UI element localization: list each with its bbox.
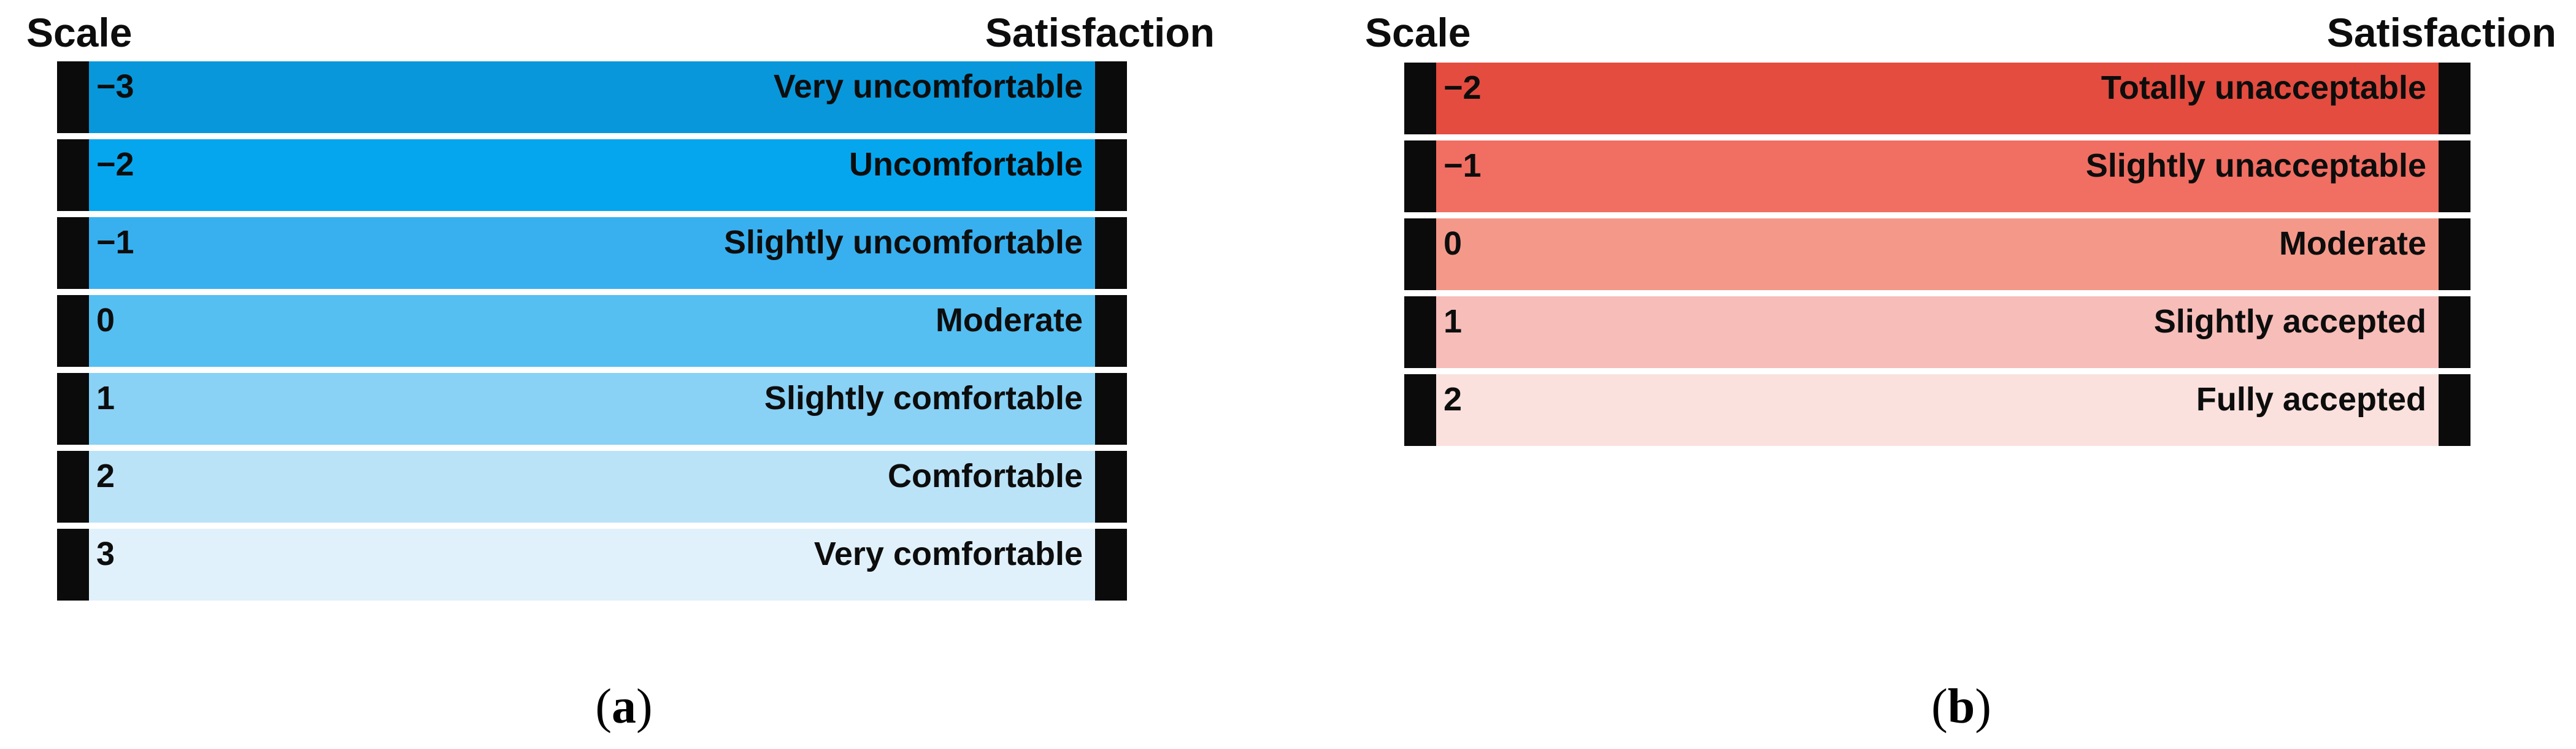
satisfaction-label: Uncomfortable: [848, 146, 1083, 183]
satisfaction-header-a: Satisfaction: [985, 10, 1215, 55]
scale-value: 0: [1444, 225, 1463, 262]
row-start-marker: [57, 295, 89, 367]
satisfaction-label: Slightly comfortable: [764, 380, 1083, 417]
scale-value: −2: [1444, 69, 1482, 106]
satisfaction-label: Comfortable: [887, 458, 1083, 494]
row-end-marker: [1095, 295, 1127, 367]
scale-value: −1: [96, 224, 134, 261]
satisfaction-label: Totally unacceptable: [2101, 69, 2426, 106]
satisfaction-label: Fully accepted: [2196, 381, 2426, 418]
satisfaction-header-b: Satisfaction: [2326, 10, 2556, 55]
satisfaction-label: Slightly uncomfortable: [723, 224, 1083, 261]
scale-row: 0 Moderate: [57, 295, 1127, 367]
row-start-marker: [1404, 140, 1436, 212]
row-start-marker: [57, 373, 89, 445]
satisfaction-label: Moderate: [935, 302, 1083, 339]
scale-row: 1 Slightly comfortable: [57, 373, 1127, 445]
row-end-marker: [2439, 218, 2470, 290]
scale-value: 0: [96, 302, 115, 339]
row-end-marker: [2439, 140, 2470, 212]
scale-value: −3: [96, 68, 134, 105]
satisfaction-label: Very uncomfortable: [773, 68, 1083, 105]
row-start-marker: [57, 139, 89, 211]
row-end-marker: [1095, 139, 1127, 211]
scale-value: 2: [96, 458, 115, 494]
row-start-marker: [1404, 374, 1436, 446]
row-start-marker: [57, 217, 89, 289]
scale-row: −2 Uncomfortable: [57, 139, 1127, 211]
row-end-marker: [1095, 529, 1127, 601]
scale-row: −2 Totally unacceptable: [1404, 63, 2470, 134]
scale-value: 1: [1444, 303, 1463, 340]
scale-row: 2 Comfortable: [57, 451, 1127, 523]
satisfaction-label: Moderate: [2278, 225, 2426, 262]
scale-header-b: Scale: [1365, 10, 1471, 55]
scale-row: 2 Fully accepted: [1404, 374, 2470, 446]
scale-row: 1 Slightly accepted: [1404, 296, 2470, 368]
satisfaction-label: Slightly accepted: [2153, 303, 2426, 340]
scale-value: −1: [1444, 147, 1482, 184]
row-end-marker: [2439, 374, 2470, 446]
scale-row: −1 Slightly uncomfortable: [57, 217, 1127, 289]
scale-row: −1 Slightly unacceptable: [1404, 140, 2470, 212]
panel-caption-b: (b): [1931, 680, 1991, 734]
row-start-marker: [57, 451, 89, 523]
scale-value: 3: [96, 536, 115, 572]
scale-value: 2: [1444, 381, 1463, 418]
row-end-marker: [2439, 296, 2470, 368]
row-start-marker: [57, 61, 89, 133]
row-end-marker: [1095, 373, 1127, 445]
panel-caption-a: (a): [595, 680, 653, 734]
row-end-marker: [1095, 451, 1127, 523]
satisfaction-label: Very comfortable: [813, 536, 1083, 572]
row-end-marker: [2439, 63, 2470, 134]
satisfaction-label: Slightly unacceptable: [2085, 147, 2426, 184]
row-start-marker: [1404, 296, 1436, 368]
row-end-marker: [1095, 217, 1127, 289]
scale-header-a: Scale: [26, 10, 133, 55]
row-start-marker: [1404, 63, 1436, 134]
scale-row: 3 Very comfortable: [57, 529, 1127, 601]
scale-row: 0 Moderate: [1404, 218, 2470, 290]
scale-value: −2: [96, 146, 134, 183]
scale-row: −3 Very uncomfortable: [57, 61, 1127, 133]
row-end-marker: [1095, 61, 1127, 133]
row-start-marker: [1404, 218, 1436, 290]
scale-value: 1: [96, 380, 115, 417]
row-start-marker: [57, 529, 89, 601]
